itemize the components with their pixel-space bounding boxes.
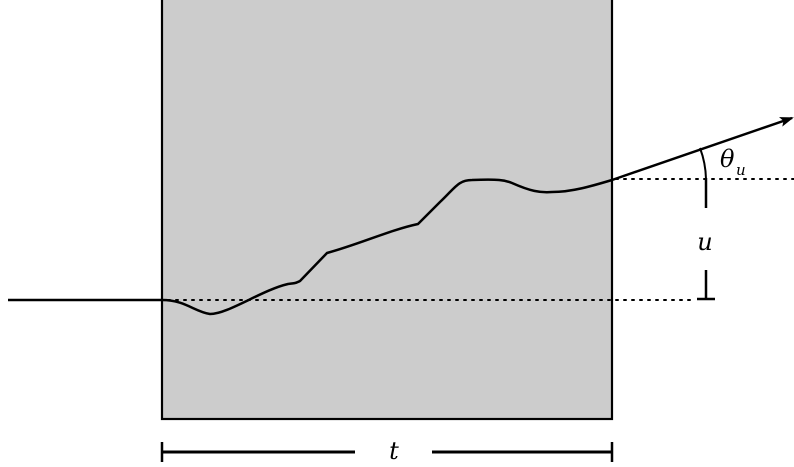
angle-label-subscript: u	[736, 161, 746, 179]
material-slab	[160, 0, 614, 421]
displacement-label: u	[697, 228, 712, 256]
exit-path-arrow	[611, 116, 794, 182]
angle-arc	[699, 147, 707, 180]
angle-label: θ	[720, 145, 735, 173]
thickness-label: t	[389, 437, 399, 465]
particle-path	[161, 178, 613, 316]
